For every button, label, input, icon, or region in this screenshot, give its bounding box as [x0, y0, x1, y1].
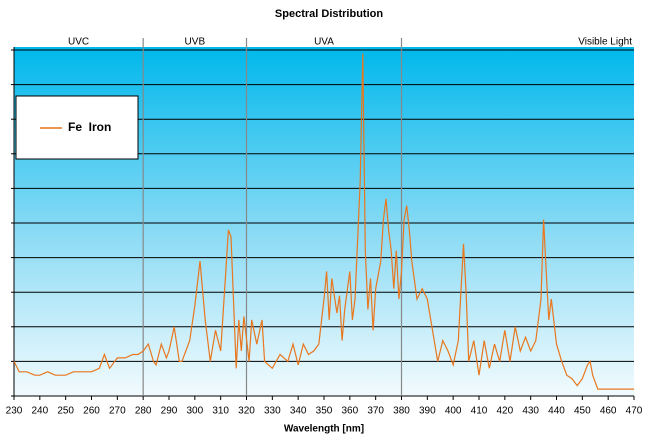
region-label: Visible Light [578, 37, 632, 48]
x-tick-label: 230 [6, 406, 23, 417]
x-tick-label: 330 [264, 406, 281, 417]
x-tick-label: 370 [367, 406, 384, 417]
x-tick-label: 360 [341, 406, 358, 417]
x-tick-label: 390 [419, 406, 436, 417]
x-tick-label: 380 [393, 406, 410, 417]
x-tick-label: 400 [445, 406, 462, 417]
x-tick-label: 420 [496, 406, 513, 417]
x-tick-label: 450 [574, 406, 591, 417]
x-tick-label: 290 [161, 406, 178, 417]
x-tick-label: 300 [186, 406, 203, 417]
x-axis-label: Wavelength [nm] [284, 424, 364, 435]
legend-label: Fe Iron [68, 120, 111, 134]
x-tick-label: 430 [522, 406, 539, 417]
x-tick-label: 270 [109, 406, 126, 417]
x-tick-label: 310 [212, 406, 229, 417]
x-tick-label: 260 [83, 406, 100, 417]
x-tick-label: 340 [290, 406, 307, 417]
x-tick-label: 350 [316, 406, 333, 417]
x-tick-label: 460 [600, 406, 617, 417]
x-tick-label: 410 [471, 406, 488, 417]
region-label: UVC [68, 37, 89, 48]
x-tick-label: 250 [57, 406, 74, 417]
chart-title: Spectral Distribution [275, 8, 383, 20]
region-label: UVA [314, 37, 334, 48]
x-tick-label: 320 [238, 406, 255, 417]
x-tick-label: 280 [135, 406, 152, 417]
data-line [13, 53, 634, 390]
region-label: UVB [185, 37, 206, 48]
x-tick-label: 470 [626, 406, 643, 417]
x-tick-label: 240 [31, 406, 48, 417]
x-tick-label: 440 [548, 406, 565, 417]
legend-box [15, 95, 139, 160]
